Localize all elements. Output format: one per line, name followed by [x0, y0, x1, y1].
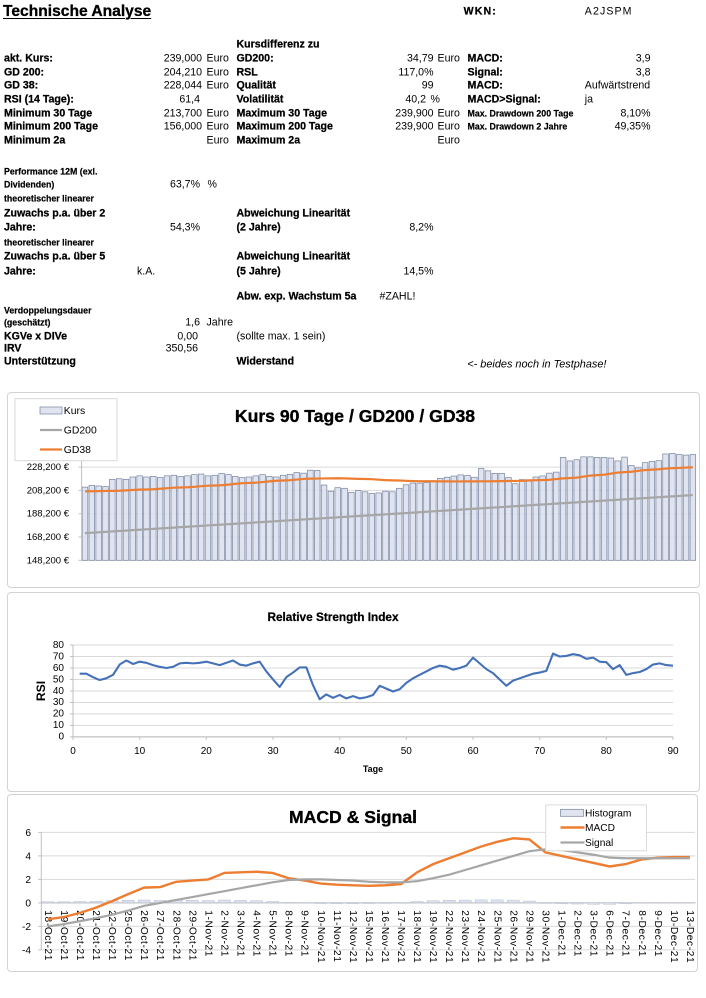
svg-text:1-Dec-21: 1-Dec-21: [556, 910, 567, 957]
svg-text:40: 40: [334, 746, 346, 757]
svg-text:1-Nov-21: 1-Nov-21: [202, 910, 213, 957]
svg-text:9-Dec-21: 9-Dec-21: [652, 910, 663, 957]
svg-text:10: 10: [53, 720, 65, 731]
svg-text:0: 0: [25, 898, 31, 909]
svg-text:20-Oct-21: 20-Oct-21: [74, 910, 85, 961]
svg-text:Relative Strength Index: Relative Strength Index: [267, 610, 399, 624]
svg-text:24-Nov-21: 24-Nov-21: [475, 910, 486, 963]
svg-text:27-Oct-21: 27-Oct-21: [154, 910, 165, 961]
svg-text:60: 60: [53, 663, 65, 674]
svg-text:10-Dec-21: 10-Dec-21: [668, 910, 679, 963]
svg-text:23-Nov-21: 23-Nov-21: [459, 910, 470, 963]
svg-text:17-Nov-21: 17-Nov-21: [395, 910, 406, 963]
svg-text:25-Nov-21: 25-Nov-21: [491, 910, 502, 963]
svg-text:16-Nov-21: 16-Nov-21: [379, 910, 390, 963]
svg-text:11-Nov-21: 11-Nov-21: [331, 910, 342, 962]
svg-text:18-Nov-21: 18-Nov-21: [411, 910, 422, 963]
svg-text:80: 80: [601, 746, 613, 757]
svg-text:168,200 €: 168,200 €: [27, 532, 70, 543]
svg-text:70: 70: [53, 651, 65, 662]
svg-text:10: 10: [134, 746, 146, 757]
svg-text:26-Nov-21: 26-Nov-21: [507, 910, 518, 963]
svg-text:GD200: GD200: [64, 426, 97, 437]
svg-text:30: 30: [53, 697, 65, 708]
svg-text:9-Nov-21: 9-Nov-21: [299, 910, 310, 957]
svg-text:Kurs: Kurs: [64, 406, 85, 417]
svg-text:Signal: Signal: [585, 838, 613, 849]
svg-text:50: 50: [53, 674, 65, 685]
svg-text:3-Nov-21: 3-Nov-21: [235, 910, 246, 957]
svg-text:70: 70: [534, 746, 546, 757]
svg-text:8-Nov-21: 8-Nov-21: [283, 910, 294, 957]
svg-text:208,200 €: 208,200 €: [27, 485, 70, 496]
svg-text:-4: -4: [22, 945, 31, 956]
svg-text:30-Nov-21: 30-Nov-21: [540, 910, 551, 963]
svg-text:30: 30: [267, 746, 279, 757]
svg-text:20: 20: [53, 709, 65, 720]
svg-text:0: 0: [70, 746, 76, 757]
svg-text:Tage: Tage: [363, 764, 383, 774]
svg-text:148,200 €: 148,200 €: [27, 555, 70, 566]
svg-text:3-Dec-21: 3-Dec-21: [588, 910, 599, 957]
svg-text:22-Oct-21: 22-Oct-21: [106, 910, 117, 961]
svg-text:MACD: MACD: [585, 823, 615, 834]
svg-text:13-Dec-21: 13-Dec-21: [684, 910, 695, 963]
svg-text:20: 20: [201, 746, 213, 757]
svg-text:2-Nov-21: 2-Nov-21: [219, 910, 230, 957]
svg-text:6-Dec-21: 6-Dec-21: [604, 910, 615, 957]
svg-text:10-Nov-21: 10-Nov-21: [315, 910, 326, 963]
svg-text:RSI: RSI: [34, 681, 48, 701]
svg-text:19-Oct-21: 19-Oct-21: [58, 910, 69, 961]
svg-text:12-Nov-21: 12-Nov-21: [347, 910, 358, 963]
svg-text:40: 40: [53, 686, 65, 697]
svg-text:15-Nov-21: 15-Nov-21: [363, 910, 374, 963]
svg-text:0: 0: [58, 732, 64, 743]
svg-text:2: 2: [25, 875, 31, 886]
svg-text:4-Nov-21: 4-Nov-21: [251, 910, 262, 957]
svg-text:6: 6: [25, 828, 31, 839]
svg-text:188,200 €: 188,200 €: [27, 509, 70, 520]
svg-text:228,200 €: 228,200 €: [27, 462, 70, 473]
svg-text:2-Dec-21: 2-Dec-21: [572, 910, 583, 957]
svg-text:19-Nov-21: 19-Nov-21: [427, 910, 438, 963]
svg-text:29-Nov-21: 29-Nov-21: [523, 910, 534, 963]
svg-text:-2: -2: [22, 922, 31, 933]
svg-text:MACD & Signal: MACD & Signal: [289, 807, 417, 827]
svg-text:22-Nov-21: 22-Nov-21: [443, 910, 454, 963]
svg-text:GD38: GD38: [64, 445, 91, 456]
svg-text:18-Oct-21: 18-Oct-21: [42, 910, 53, 961]
svg-text:29-Oct-21: 29-Oct-21: [186, 910, 197, 961]
svg-text:21-Oct-21: 21-Oct-21: [90, 910, 101, 961]
svg-text:90: 90: [667, 746, 679, 757]
svg-text:25-Oct-21: 25-Oct-21: [122, 910, 133, 961]
svg-text:7-Dec-21: 7-Dec-21: [620, 910, 631, 957]
svg-text:28-Oct-21: 28-Oct-21: [170, 910, 181, 961]
svg-text:26-Oct-21: 26-Oct-21: [138, 910, 149, 961]
svg-text:5-Nov-21: 5-Nov-21: [267, 910, 278, 957]
svg-text:Histogram: Histogram: [585, 808, 631, 819]
svg-text:8-Dec-21: 8-Dec-21: [636, 910, 647, 957]
svg-text:Kurs 90 Tage / GD200 / GD38: Kurs 90 Tage / GD200 / GD38: [235, 406, 475, 426]
svg-text:50: 50: [401, 746, 413, 757]
svg-text:80: 80: [53, 640, 65, 651]
svg-text:4: 4: [25, 851, 31, 862]
svg-text:60: 60: [467, 746, 479, 757]
